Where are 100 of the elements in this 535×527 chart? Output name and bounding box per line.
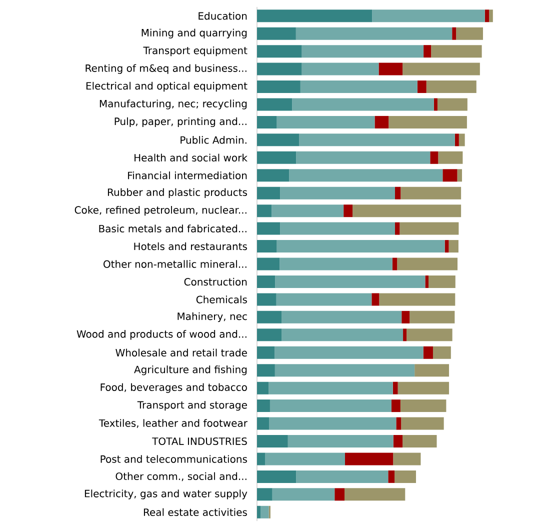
bar bbox=[257, 328, 282, 342]
bar bbox=[442, 169, 458, 182]
bar bbox=[457, 169, 462, 182]
bar bbox=[296, 27, 452, 40]
y-tick-label: TOTAL INDUSTRIES bbox=[152, 437, 247, 446]
y-tick-label: Coke, refined petroleum, nuclear... bbox=[74, 206, 246, 216]
bar bbox=[257, 400, 270, 412]
bar bbox=[257, 434, 288, 448]
bar bbox=[257, 169, 290, 182]
bar bbox=[292, 98, 434, 111]
y-tick-label: Basic metals and fabricated... bbox=[99, 224, 246, 232]
bar bbox=[257, 186, 280, 200]
bar bbox=[379, 293, 456, 306]
bar bbox=[444, 240, 449, 253]
bar bbox=[288, 434, 394, 448]
y-tick-label: Mahinery, nec bbox=[178, 312, 247, 322]
bar bbox=[334, 488, 345, 501]
bar bbox=[484, 10, 490, 22]
bar bbox=[344, 452, 394, 466]
bar bbox=[276, 240, 445, 253]
bar bbox=[430, 151, 438, 164]
bar bbox=[276, 116, 375, 128]
bar bbox=[257, 134, 300, 146]
bar bbox=[372, 10, 485, 22]
bar bbox=[372, 293, 380, 306]
bar bbox=[406, 328, 452, 342]
bar bbox=[388, 470, 395, 483]
bar bbox=[257, 45, 302, 58]
y-tick-label: Textiles, leather and footwear bbox=[98, 419, 248, 428]
bar bbox=[257, 452, 266, 466]
y-tick-label: Mining and quarrying bbox=[142, 28, 247, 38]
y-tick-label: Construction bbox=[184, 278, 247, 286]
bar bbox=[452, 27, 456, 40]
bar bbox=[289, 169, 443, 182]
bar bbox=[257, 151, 296, 164]
bar bbox=[426, 80, 476, 94]
bar bbox=[456, 27, 483, 40]
bar bbox=[432, 346, 451, 359]
bar bbox=[257, 10, 372, 22]
y-tick-label: Transport and storage bbox=[137, 400, 247, 411]
bar bbox=[282, 328, 404, 342]
bar bbox=[402, 434, 437, 448]
bar bbox=[392, 382, 398, 394]
bar bbox=[417, 80, 426, 94]
bar bbox=[257, 364, 275, 377]
bar bbox=[434, 98, 438, 111]
bar bbox=[280, 186, 396, 200]
y-tick-label: Food, beverages and tobacco bbox=[100, 383, 247, 393]
bar bbox=[257, 417, 270, 430]
bar bbox=[400, 400, 446, 412]
bar bbox=[272, 204, 344, 218]
bar bbox=[344, 488, 406, 501]
bar bbox=[257, 62, 302, 76]
bar bbox=[299, 134, 455, 146]
bar bbox=[296, 470, 388, 483]
bar bbox=[257, 98, 292, 111]
bar bbox=[392, 258, 398, 270]
bar bbox=[265, 452, 345, 466]
bar bbox=[257, 27, 296, 40]
bar bbox=[257, 258, 280, 270]
bar bbox=[296, 151, 430, 164]
bar bbox=[280, 222, 396, 235]
y-tick-label: Transport equipment bbox=[143, 46, 248, 56]
bar bbox=[489, 10, 493, 22]
bar bbox=[352, 204, 462, 218]
bar bbox=[388, 116, 467, 128]
bar bbox=[395, 186, 401, 200]
bar bbox=[438, 151, 463, 164]
bar bbox=[268, 382, 393, 394]
bar bbox=[257, 293, 276, 306]
bar bbox=[395, 222, 400, 235]
y-tick-label: Health and social work bbox=[134, 154, 248, 162]
bar bbox=[257, 470, 296, 483]
bar bbox=[396, 417, 402, 430]
bar bbox=[270, 400, 392, 412]
bar bbox=[274, 364, 415, 377]
y-tick-label: Manufacturing, nec; recycling bbox=[100, 100, 247, 110]
y-tick-label: Electrical and optical equipment bbox=[86, 82, 248, 92]
bar bbox=[394, 470, 416, 483]
bar bbox=[398, 382, 450, 394]
bar bbox=[425, 275, 428, 288]
bar bbox=[397, 258, 458, 270]
y-tick-label: Electricity, gas and water supply bbox=[84, 490, 248, 500]
bar bbox=[424, 45, 432, 58]
bar bbox=[402, 62, 480, 76]
y-tick-label: Rubber and plastic products bbox=[108, 188, 248, 198]
bar bbox=[437, 98, 468, 111]
bar bbox=[400, 222, 459, 235]
bar bbox=[275, 275, 426, 288]
y-tick-label: Public Admin. bbox=[180, 136, 246, 144]
y-tick-label: Chemicals bbox=[196, 296, 247, 304]
bar bbox=[282, 310, 402, 324]
bar bbox=[393, 452, 421, 466]
y-tick-label: Other non-metallic mineral... bbox=[104, 260, 246, 268]
bar bbox=[276, 293, 372, 306]
bar bbox=[257, 116, 277, 128]
bar bbox=[280, 258, 392, 270]
bar bbox=[448, 240, 458, 253]
y-tick-label: Real estate activities bbox=[144, 508, 247, 516]
bar bbox=[302, 62, 379, 76]
